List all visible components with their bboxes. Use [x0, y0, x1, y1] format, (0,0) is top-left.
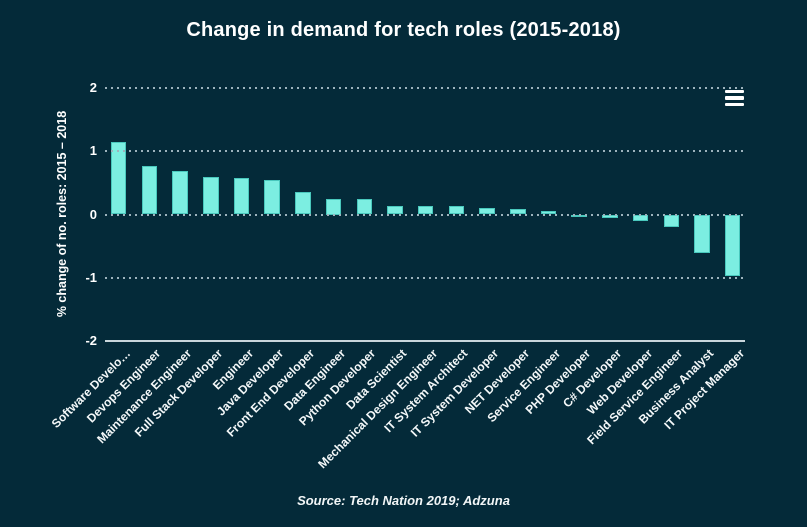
gridline — [105, 150, 745, 153]
hamburger-menu-icon — [725, 89, 744, 94]
bar[interactable] — [264, 180, 280, 215]
bar[interactable] — [141, 166, 158, 215]
gridline — [105, 276, 745, 279]
gridline — [105, 213, 745, 216]
bar[interactable] — [203, 176, 219, 215]
hamburger-menu-icon — [725, 96, 744, 100]
bar[interactable] — [694, 214, 710, 254]
y-tick-label: -2 — [85, 333, 97, 348]
bar[interactable] — [663, 214, 680, 228]
chart-title: Change in demand for tech roles (2015-20… — [186, 19, 621, 41]
y-tick-label: 0 — [89, 206, 97, 222]
gridline — [105, 87, 745, 89]
y-tick-label: 2 — [89, 80, 97, 95]
x-axis-line — [105, 340, 745, 342]
y-tick-label: 1 — [89, 143, 97, 159]
chart-menu-button[interactable] — [724, 88, 746, 108]
y-tick-label: -1 — [85, 269, 97, 285]
bar[interactable] — [110, 142, 127, 215]
bar[interactable] — [356, 199, 373, 215]
bar[interactable] — [295, 191, 311, 215]
bar[interactable] — [724, 214, 741, 276]
bar[interactable] — [172, 171, 188, 215]
hamburger-menu-icon — [725, 102, 744, 107]
bar[interactable] — [233, 177, 250, 215]
bar[interactable] — [325, 198, 342, 215]
source-note: Source: Tech Nation 2019; Adzuna — [297, 493, 510, 508]
